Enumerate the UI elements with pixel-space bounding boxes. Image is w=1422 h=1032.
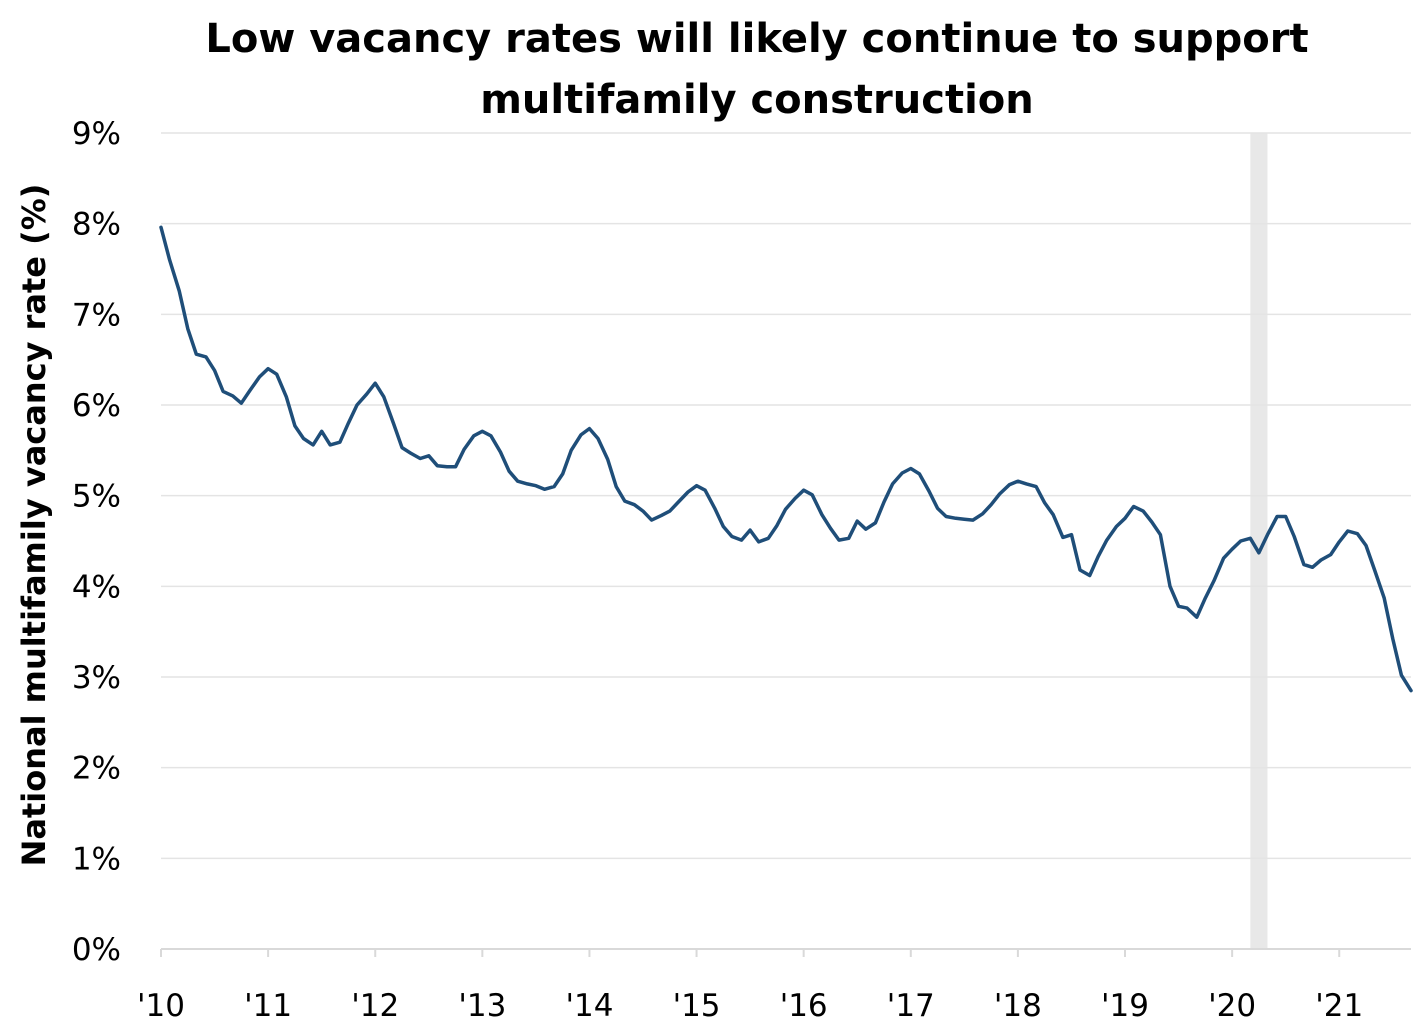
y-tick-label: 3% xyxy=(72,660,121,696)
chart-title-line-2: multifamily construction xyxy=(480,77,1034,123)
chart-title-line-1: Low vacancy rates will likely continue t… xyxy=(205,16,1308,62)
x-tick-label: '19 xyxy=(1101,988,1149,1024)
shaded-period-layer xyxy=(1250,133,1268,949)
x-tick-labels: '10 '11 '12 '13 '14 '15 '16 '17 '18 '19 '20 '21 xyxy=(137,988,1363,1024)
y-tick-label: 2% xyxy=(72,751,121,787)
x-tick-label: '11 xyxy=(244,988,292,1024)
x-tick-label: '14 xyxy=(565,988,613,1024)
x-axis xyxy=(160,948,1411,957)
x-tick-label: '20 xyxy=(1208,988,1256,1024)
y-tick-label: 1% xyxy=(72,841,121,877)
x-tick-label: '17 xyxy=(887,988,935,1024)
y-tick-label: 4% xyxy=(72,569,121,605)
x-tick-label: '10 xyxy=(137,988,185,1024)
x-tick-label: '13 xyxy=(458,988,506,1024)
series-line xyxy=(159,225,1413,693)
x-tick-label: '18 xyxy=(994,988,1042,1024)
x-tick-label: '16 xyxy=(780,988,828,1024)
y-axis-label: National multifamily vacancy rate (%) xyxy=(15,184,53,867)
x-tick-label: '12 xyxy=(351,988,399,1024)
y-tick-label: 5% xyxy=(72,479,121,515)
gridlines xyxy=(161,132,1411,860)
y-tick-label: 7% xyxy=(72,297,121,333)
y-tick-label: 8% xyxy=(72,207,121,243)
y-tick-label: 0% xyxy=(72,932,121,968)
shaded-period xyxy=(1250,133,1268,949)
x-tick-label: '21 xyxy=(1315,988,1363,1024)
y-tick-label: 9% xyxy=(72,116,121,152)
series-layer xyxy=(159,225,1413,693)
x-tick-label: '15 xyxy=(673,988,721,1024)
y-tick-labels: 0% 1% 2% 3% 4% 5% 6% 7% 8% 9% xyxy=(72,116,121,968)
y-tick-label: 6% xyxy=(72,388,121,424)
